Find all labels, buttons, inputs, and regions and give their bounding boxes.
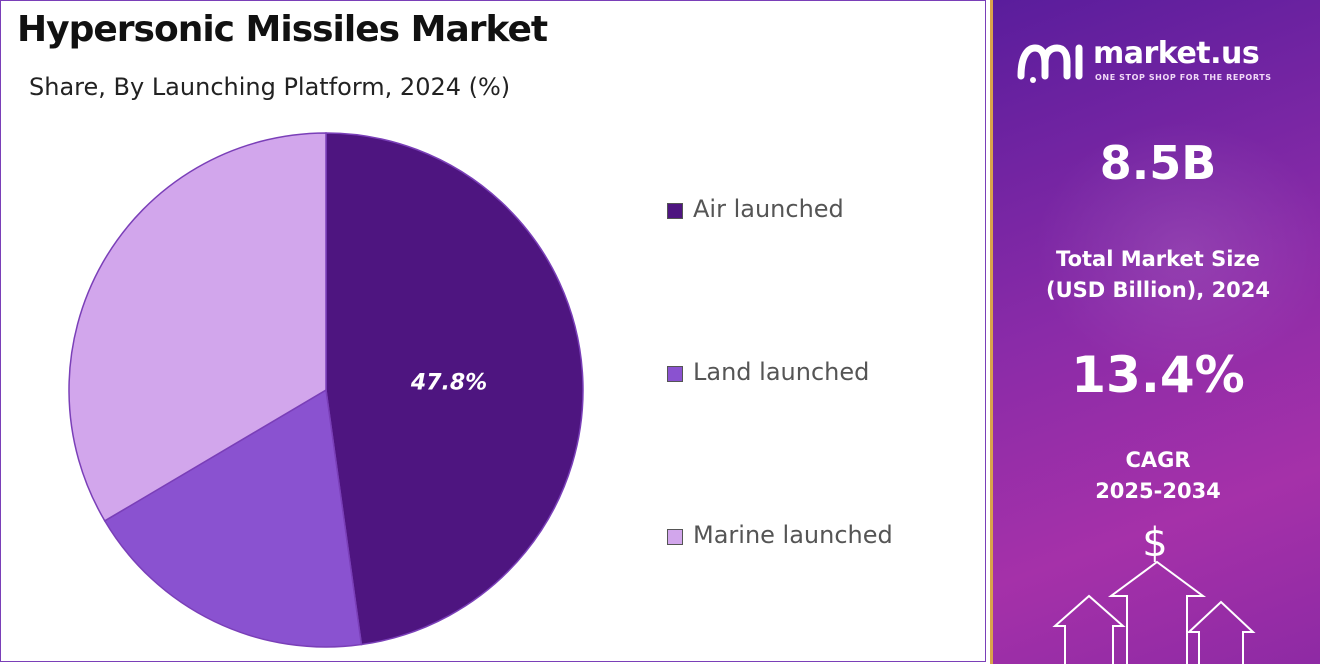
legend-label-land: Land launched [693,358,870,386]
cagr-label-line2: 2025-2034 [1095,479,1221,503]
cagr-label-line1: CAGR [1125,448,1191,472]
brand-tagline: ONE STOP SHOP FOR THE REPORTS [1095,73,1272,82]
dollar-icon: $ [1142,520,1167,566]
legend-label-air: Air launched [693,195,844,223]
chart-title: Hypersonic Missiles Market [17,9,548,50]
market-size-value: 8.5B [1099,136,1217,190]
pie-slice-marine-launched [68,132,327,522]
chart-subtitle: Share, By Launching Platform, 2024 (%) [29,73,511,101]
arrow-up-icon-left [1052,594,1126,664]
arrow-up-icon-center [1107,560,1207,664]
brand-logo: market.us ONE STOP SHOP FOR THE REPORTS [1017,36,1297,96]
market-size-label-line1: Total Market Size [1056,247,1260,271]
chart-panel: Hypersonic Missiles Market Share, By Lau… [0,0,986,662]
pie-chart: 47.8% [68,132,584,648]
pie-slice-air-launched [325,132,584,646]
stats-panel: market.us ONE STOP SHOP FOR THE REPORTS … [990,0,1320,664]
pie-slice-land-launched [103,388,363,648]
growth-arrows-decoration: $ [1052,520,1256,664]
market-size-label-line2: (USD Billion), 2024 [1045,278,1271,302]
pie-label-air-launched: 47.8% [410,370,487,395]
legend-label-marine: Marine launched [693,521,893,549]
cagr-value: 13.4% [1071,346,1245,404]
legend-swatch-land [667,366,683,382]
arrow-up-icon-right [1186,600,1256,664]
legend-swatch-marine [667,529,683,545]
brand-name: market.us [1093,36,1260,71]
legend-swatch-air [667,203,683,219]
market-us-logo-icon [1017,44,1083,83]
